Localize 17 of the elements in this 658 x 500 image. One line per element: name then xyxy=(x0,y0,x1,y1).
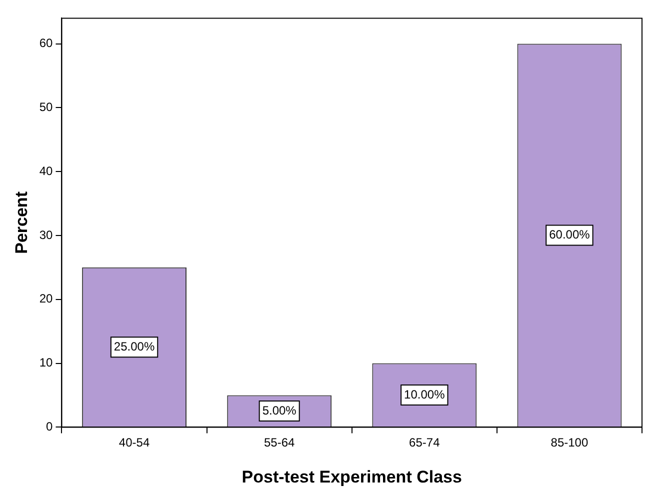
y-tick-label: 30 xyxy=(39,228,54,242)
y-tick-label: 0 xyxy=(46,420,54,434)
y-tick-label: 40 xyxy=(39,164,54,178)
x-tick-label: 55-64 xyxy=(264,436,296,450)
y-tick-label: 60 xyxy=(39,36,54,50)
y-tick-label: 20 xyxy=(39,292,54,306)
x-axis-title: Post-test Experiment Class xyxy=(242,467,462,486)
data-label: 25.00% xyxy=(114,339,155,354)
data-label: 60.00% xyxy=(549,228,590,242)
x-tick-label: 65-74 xyxy=(409,436,440,450)
y-tick-label: 50 xyxy=(39,100,54,114)
data-label: 5.00% xyxy=(262,403,297,418)
x-tick-label: 85-100 xyxy=(550,436,588,450)
x-tick-label: 40-54 xyxy=(118,436,150,450)
y-axis-title: Percent xyxy=(12,191,31,254)
y-tick-label: 10 xyxy=(39,356,54,370)
data-label: 10.00% xyxy=(404,387,446,402)
